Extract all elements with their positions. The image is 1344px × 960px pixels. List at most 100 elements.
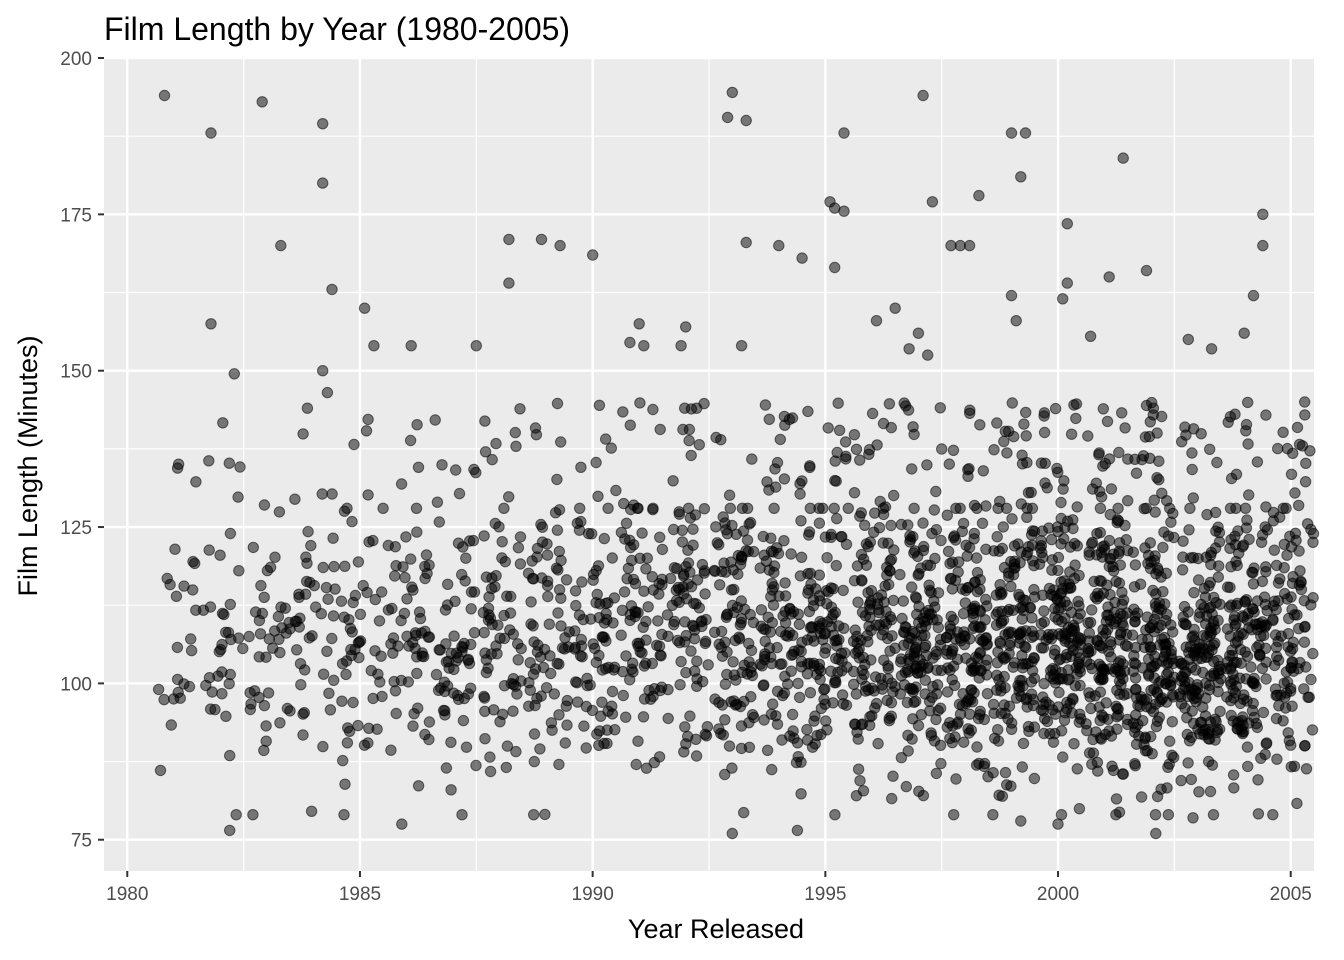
data-point — [397, 561, 409, 573]
data-point — [275, 239, 287, 252]
data-point — [158, 693, 170, 706]
data-point — [691, 655, 703, 667]
data-points — [152, 86, 1320, 840]
data-point — [1110, 793, 1123, 805]
data-point — [1001, 447, 1013, 459]
data-point — [546, 724, 558, 736]
data-point — [405, 553, 417, 565]
data-point — [1117, 594, 1130, 606]
data-point — [1225, 599, 1238, 611]
data-point — [421, 567, 433, 580]
data-point — [725, 584, 738, 596]
data-point — [1205, 343, 1218, 355]
data-point — [395, 674, 407, 687]
data-point — [897, 626, 910, 638]
data-point — [1156, 655, 1168, 667]
data-point — [773, 239, 785, 252]
data-point — [902, 729, 914, 741]
data-point — [793, 691, 806, 704]
data-point — [590, 456, 602, 469]
data-point — [745, 666, 757, 678]
data-point — [1145, 684, 1157, 697]
data-point — [864, 536, 876, 548]
data-point — [1224, 411, 1237, 423]
data-point — [930, 485, 942, 498]
data-point — [539, 808, 551, 821]
data-point — [479, 446, 492, 458]
data-point — [894, 568, 906, 581]
data-point — [628, 539, 640, 551]
data-point — [377, 502, 389, 514]
data-point — [827, 629, 840, 641]
data-point — [902, 745, 914, 757]
data-point — [724, 502, 736, 514]
data-point — [802, 405, 814, 418]
data-point — [237, 642, 249, 655]
data-point — [809, 738, 821, 750]
data-point — [317, 740, 329, 753]
data-point — [597, 631, 609, 643]
data-point — [1207, 809, 1220, 821]
data-point — [932, 621, 944, 634]
data-point — [885, 710, 897, 722]
data-point — [545, 667, 557, 680]
y-tick-label: 75 — [71, 831, 92, 852]
data-point — [339, 560, 351, 572]
data-point — [1295, 583, 1308, 596]
data-point — [485, 582, 498, 595]
data-point — [1064, 698, 1076, 710]
data-point — [362, 737, 374, 749]
data-point — [169, 543, 181, 555]
data-point — [914, 653, 926, 666]
y-axis-title: Film Length (Minutes) — [13, 335, 43, 596]
data-point — [993, 789, 1005, 801]
data-point — [1058, 475, 1070, 487]
data-point — [632, 502, 644, 514]
data-point — [323, 687, 335, 699]
data-point — [479, 733, 491, 745]
data-point — [677, 423, 689, 436]
data-point — [964, 407, 976, 419]
data-point — [793, 618, 806, 630]
data-point — [904, 682, 916, 695]
data-point — [1281, 442, 1294, 455]
data-point — [617, 689, 629, 702]
data-point — [360, 425, 373, 437]
data-point — [929, 552, 941, 565]
data-point — [1239, 646, 1251, 658]
data-point — [987, 767, 999, 779]
data-point — [365, 664, 377, 677]
data-point — [906, 463, 918, 475]
data-point — [664, 572, 677, 585]
data-point — [1021, 701, 1033, 713]
data-point — [766, 763, 778, 776]
data-point — [480, 654, 493, 666]
data-point — [303, 632, 315, 644]
data-point — [690, 733, 702, 745]
data-point — [1190, 664, 1202, 676]
data-point — [912, 550, 924, 563]
data-point — [992, 724, 1004, 736]
data-point — [1247, 566, 1259, 579]
data-point — [764, 626, 777, 638]
data-point — [859, 519, 871, 531]
data-point — [1307, 647, 1319, 660]
data-point — [870, 697, 883, 710]
data-point — [895, 653, 907, 665]
data-point — [168, 693, 180, 705]
y-axis: 75 100 125 150 175 200 — [60, 49, 104, 852]
data-point — [998, 653, 1010, 665]
data-point — [1303, 691, 1315, 703]
data-point — [1200, 551, 1212, 563]
data-point — [1285, 739, 1297, 751]
data-point — [1127, 546, 1140, 558]
data-point — [1116, 407, 1128, 419]
data-point — [1267, 614, 1279, 627]
data-point — [813, 569, 826, 581]
data-point — [930, 767, 943, 780]
data-point — [767, 546, 779, 558]
data-point — [741, 534, 754, 546]
data-point — [1251, 595, 1264, 607]
data-point — [1299, 740, 1311, 752]
data-point — [1242, 396, 1254, 409]
